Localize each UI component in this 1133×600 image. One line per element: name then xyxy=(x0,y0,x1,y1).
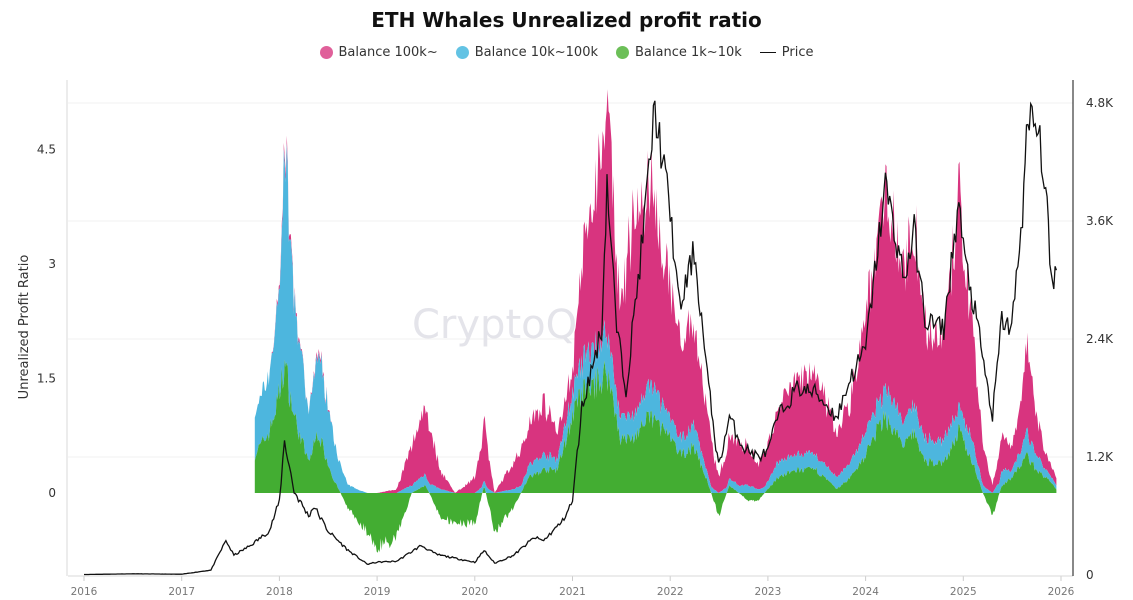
legend-label: Balance 10k~100k xyxy=(474,45,599,60)
y-tick-label: 3 xyxy=(48,257,56,271)
legend-dot-icon xyxy=(455,46,469,59)
y2-tick-label: 0 xyxy=(1086,568,1094,582)
y2-tick-label: 4.8K xyxy=(1086,96,1114,110)
x-tick-label: 2026 xyxy=(1048,586,1075,598)
x-tick-label: 2020 xyxy=(461,586,488,598)
y2-tick-label: 2.4K xyxy=(1086,332,1114,346)
legend-item-balance-100k[interactable]: Balance 100k~ xyxy=(319,45,438,60)
area-balance-100k xyxy=(254,89,1057,494)
y2-tick-label: 1.2K xyxy=(1086,450,1114,464)
legend-label: Price xyxy=(781,45,814,60)
legend-item-price[interactable]: Price xyxy=(759,45,814,60)
legend-dot-icon xyxy=(319,46,333,59)
price-line xyxy=(84,100,1058,576)
legend-label: Balance 1k~10k xyxy=(635,45,742,60)
x-tick-label: 2022 xyxy=(657,586,684,598)
y-tick-label: 0 xyxy=(48,486,56,500)
y-tick-label: 1.5 xyxy=(37,372,56,386)
legend-label: Balance 100k~ xyxy=(338,45,438,60)
x-tick-label: 2025 xyxy=(950,586,977,598)
y-axis-label: Unrealized Profit Ratio xyxy=(17,255,32,400)
area-balance-10k-100k xyxy=(254,143,1057,493)
legend: Balance 100k~ Balance 10k~100k Balance 1… xyxy=(0,45,1133,60)
x-tick-label: 2017 xyxy=(168,586,195,598)
area-balance-1k-10k xyxy=(254,359,1057,553)
x-tick-label: 2024 xyxy=(852,586,879,598)
legend-item-balance-10k-100k[interactable]: Balance 10k~100k xyxy=(455,45,599,60)
legend-line-icon xyxy=(759,52,776,53)
x-tick-label: 2019 xyxy=(364,586,391,598)
legend-item-balance-1k-10k[interactable]: Balance 1k~10k xyxy=(616,45,742,60)
y-tick-label: 4.5 xyxy=(37,143,56,157)
chart-title: ETH Whales Unrealized profit ratio xyxy=(371,8,762,32)
x-tick-label: 2023 xyxy=(755,586,782,598)
x-tick-label: 2021 xyxy=(559,586,586,598)
x-tick-label: 2018 xyxy=(266,586,293,598)
x-tick-label: 2016 xyxy=(71,586,98,598)
legend-dot-icon xyxy=(616,46,630,59)
y2-tick-label: 3.6K xyxy=(1086,214,1114,228)
